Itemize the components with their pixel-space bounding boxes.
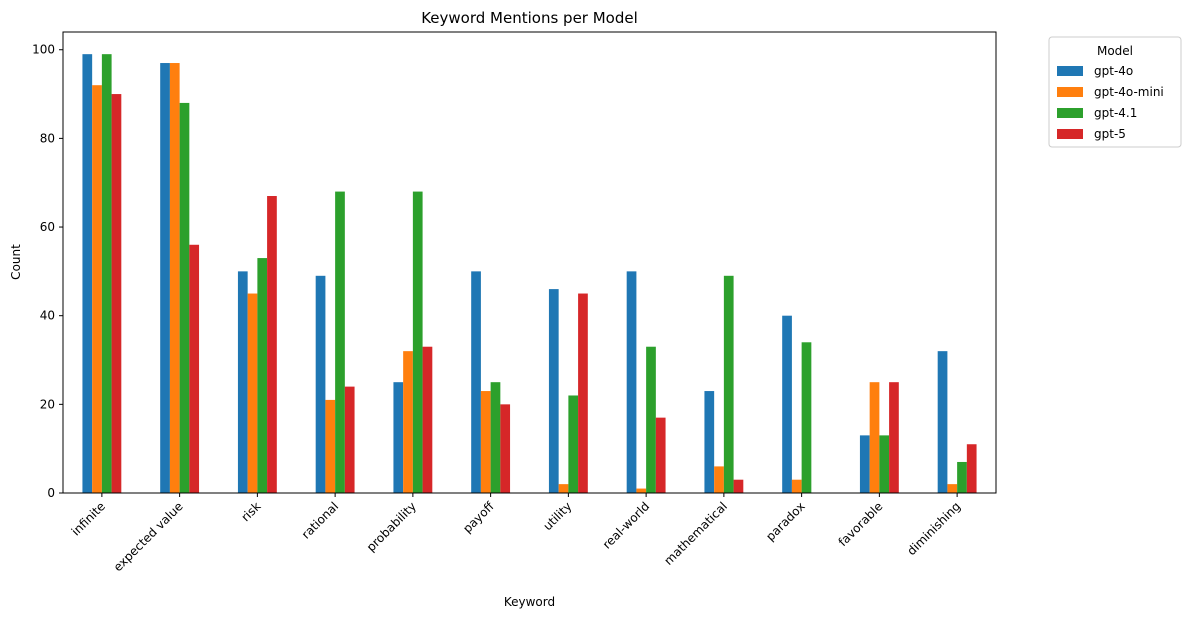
x-tick-label: rational: [299, 499, 341, 541]
bar: [471, 271, 481, 493]
bar: [422, 346, 433, 493]
bar: [344, 386, 355, 493]
bar: [403, 351, 413, 493]
bar: [237, 271, 248, 493]
y-tick-label: 60: [40, 220, 55, 234]
bar: [655, 417, 666, 493]
bar: [82, 54, 93, 494]
x-tick-label: payoff: [460, 499, 497, 536]
x-tick-label: utility: [540, 499, 574, 533]
y-axis-label: Count: [9, 244, 23, 280]
bar: [257, 258, 268, 493]
bar: [412, 191, 423, 494]
bar: [957, 461, 967, 493]
bar: [733, 479, 744, 493]
bar: [558, 484, 569, 493]
bar: [267, 196, 277, 493]
bar: [247, 293, 258, 493]
bar: [636, 488, 647, 493]
y-tick-label: 20: [40, 397, 55, 411]
bar: [791, 479, 802, 493]
bar: [548, 289, 559, 493]
bar: [101, 54, 112, 494]
plot-frame: [62, 31, 997, 494]
legend-frame: [1048, 36, 1182, 148]
chart-title: Keyword Mentions per Model: [421, 9, 638, 27]
legend-label: gpt-4o-mini: [1094, 85, 1164, 99]
bar: [723, 275, 734, 493]
x-tick-label: infinite: [69, 499, 108, 538]
bar: [889, 382, 899, 493]
bar: [189, 244, 200, 493]
x-axis-label: Keyword: [504, 595, 555, 609]
bar: [315, 275, 326, 493]
bar: [480, 391, 491, 493]
legend-swatch: [1057, 108, 1083, 118]
y-tick-label: 80: [40, 131, 55, 145]
plot-area: 0 20 40 60 80 100 infinite expected value risk ra…: [32, 31, 997, 574]
x-tick-label: expected value: [111, 499, 186, 574]
bar: [169, 63, 180, 494]
bar: [325, 399, 336, 493]
bar: [782, 315, 792, 493]
bar: [869, 382, 880, 493]
bar: [500, 404, 511, 493]
bar: [626, 271, 637, 493]
x-tick-label: real-world: [600, 499, 652, 551]
bar: [335, 191, 345, 494]
bar: [947, 484, 958, 493]
bar: [111, 94, 122, 494]
bar: [879, 435, 890, 493]
bar: [966, 444, 977, 493]
x-tick-label: favorable: [836, 499, 886, 549]
bar: [578, 293, 588, 493]
bar: [859, 435, 870, 493]
bar: [714, 466, 724, 493]
x-tick-label: risk: [238, 499, 263, 524]
legend-label: gpt-5: [1094, 127, 1126, 141]
legend-label: gpt-4o: [1094, 64, 1133, 78]
legend-label: gpt-4.1: [1094, 106, 1137, 120]
bar: [92, 85, 102, 493]
x-tick-label: paradox: [763, 499, 808, 544]
bar: [393, 382, 404, 493]
y-tick-label: 100: [32, 43, 55, 57]
y-tick-label: 40: [40, 309, 55, 323]
bar: [704, 391, 715, 493]
x-tick-label: diminishing: [904, 499, 963, 558]
bar: [937, 351, 948, 493]
legend-swatch: [1057, 129, 1083, 139]
bar: [568, 395, 579, 493]
x-tick-label: mathematical: [661, 499, 730, 568]
legend-swatch: [1057, 66, 1083, 76]
x-tick-label: probability: [364, 499, 419, 554]
bar: [801, 342, 812, 493]
legend: Model gpt-4o gpt-4o-mini gpt-4.1 gpt-5: [1048, 36, 1182, 148]
y-tick-label: 0: [47, 486, 55, 500]
bar: [160, 63, 170, 494]
bar: [179, 102, 190, 493]
bar: [646, 346, 656, 493]
bar: [490, 382, 501, 493]
legend-title: Model: [1097, 44, 1133, 58]
legend-swatch: [1057, 87, 1083, 97]
